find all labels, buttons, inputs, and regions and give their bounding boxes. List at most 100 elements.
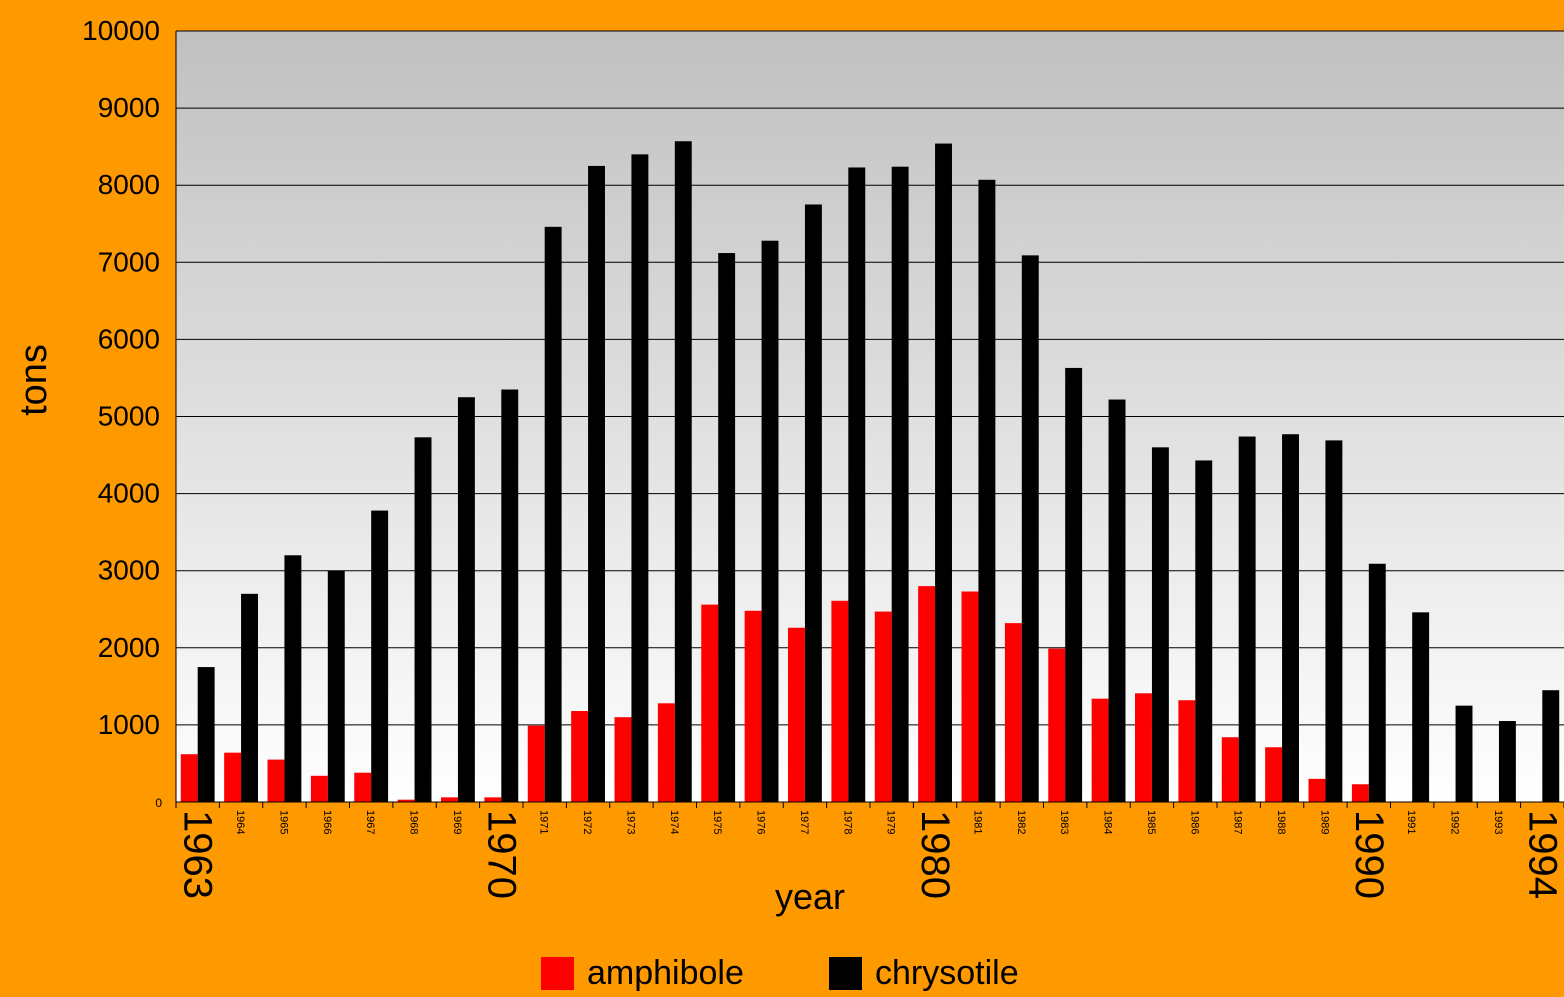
bar-chrysotile-1963 [197, 667, 215, 802]
bar-amphibole-1972 [571, 711, 589, 802]
legend: amphibole chrysotile [541, 954, 1019, 992]
bar-amphibole-1974 [657, 703, 675, 802]
bar-chrysotile-1964 [241, 593, 258, 802]
x-tick-label-1986: 1986 [1188, 810, 1200, 834]
bar-chrysotile-1967 [371, 510, 389, 802]
y-tick-label-0: 0 [155, 796, 162, 810]
x-tick-label-1988: 1988 [1275, 810, 1287, 834]
bar-amphibole-1969 [441, 797, 458, 802]
bar-amphibole-1970 [484, 797, 502, 802]
bar-amphibole-1983 [1048, 648, 1066, 802]
x-tick-label-1992: 1992 [1449, 810, 1461, 834]
y-tick-label-1000: 1000 [98, 709, 160, 740]
bar-amphibole-1975 [701, 604, 719, 802]
x-tick-label-1982: 1982 [1015, 810, 1027, 834]
bar-amphibole-1988 [1265, 747, 1283, 802]
bar-chrysotile-1994 [1542, 690, 1560, 802]
bar-chrysotile-1987 [1238, 436, 1256, 802]
bar-chrysotile-1989 [1325, 440, 1343, 802]
x-tick-label-1973: 1973 [624, 810, 636, 834]
bar-amphibole-1990 [1351, 784, 1369, 802]
bar-chrysotile-1983 [1065, 367, 1083, 802]
x-tick-label-1989: 1989 [1318, 810, 1330, 834]
x-tick-label-1968: 1968 [408, 810, 420, 834]
bar-amphibole-1985 [1135, 693, 1152, 802]
bar-amphibole-1976 [744, 610, 762, 802]
x-tick-label-1993: 1993 [1492, 810, 1504, 834]
bar-chrysotile-1984 [1108, 399, 1126, 802]
bar-amphibole-1965 [267, 759, 285, 802]
y-tick-label-6000: 6000 [98, 323, 160, 354]
bar-chrysotile-1969 [457, 397, 475, 802]
bar-amphibole-1968 [397, 799, 415, 802]
x-tick-label-1987: 1987 [1232, 810, 1244, 834]
x-tick-label-1967: 1967 [364, 810, 376, 834]
x-tick-label-1980: 1980 [913, 810, 957, 899]
bar-chrysotile-1990 [1368, 563, 1386, 802]
bar-amphibole-1981 [961, 591, 979, 802]
bar-chrysotile-1992 [1455, 705, 1473, 803]
bar-amphibole-1971 [527, 725, 545, 802]
y-tick-label-2000: 2000 [98, 632, 160, 663]
x-tick-label-1970: 1970 [479, 810, 523, 899]
bar-chrysotile-1977 [804, 204, 822, 803]
y-tick-label-5000: 5000 [98, 401, 160, 432]
x-tick-label-1974: 1974 [668, 810, 680, 834]
x-tick-label-1981: 1981 [971, 810, 983, 834]
bar-chrysotile-1991 [1412, 612, 1430, 802]
x-tick-label-1965: 1965 [277, 810, 289, 834]
bar-chrysotile-1968 [414, 437, 432, 802]
x-tick-label-1978: 1978 [841, 810, 853, 834]
bar-amphibole-1977 [788, 627, 805, 802]
bar-chrysotile-1975 [718, 253, 736, 803]
y-axis-title: tons [13, 344, 55, 416]
bar-chrysotile-1966 [327, 570, 345, 802]
bar-chrysotile-1965 [284, 555, 302, 802]
x-tick-label-1983: 1983 [1058, 810, 1070, 834]
bar-amphibole-1979 [874, 611, 892, 802]
y-tick-label-10000: 10000 [82, 15, 160, 46]
x-tick-label-1975: 1975 [711, 810, 723, 834]
bar-chrysotile-1971 [544, 226, 562, 802]
bar-amphibole-1984 [1091, 698, 1109, 802]
x-tick-label-1963: 1963 [176, 810, 220, 899]
legend-swatch-amphibole [541, 957, 574, 990]
bar-chrysotile-1988 [1282, 434, 1299, 802]
bar-chrysotile-1982 [1021, 255, 1039, 803]
x-tick-label-1979: 1979 [885, 810, 897, 834]
bar-chrysotile-1980 [935, 143, 952, 802]
x-tick-label-1964: 1964 [234, 810, 246, 834]
x-tick-label-1985: 1985 [1145, 810, 1157, 834]
bar-chrysotile-1970 [501, 389, 519, 802]
bar-amphibole-1967 [354, 772, 372, 802]
bar-amphibole-1964 [224, 752, 242, 802]
bar-chrysotile-1993 [1498, 721, 1516, 802]
bar-amphibole-1966 [310, 775, 328, 802]
bar-amphibole-1963 [180, 754, 198, 802]
x-tick-label-1984: 1984 [1102, 810, 1114, 834]
legend-swatch-chrysotile [829, 957, 862, 990]
bar-chrysotile-1978 [848, 167, 866, 803]
x-axis-title: year [775, 876, 845, 917]
x-tick-label-1969: 1969 [451, 810, 463, 834]
y-tick-label-4000: 4000 [98, 478, 160, 509]
y-tick-label-7000: 7000 [98, 246, 160, 277]
bar-chrysotile-1976 [761, 240, 779, 802]
y-tick-label-3000: 3000 [98, 555, 160, 586]
x-tick-label-1977: 1977 [798, 810, 810, 834]
y-tick-label-8000: 8000 [98, 169, 160, 200]
x-tick-label-1991: 1991 [1405, 810, 1417, 834]
bar-chrysotile-1979 [891, 166, 909, 802]
x-tick-label-1994: 1994 [1520, 810, 1564, 899]
bar-amphibole-1973 [614, 717, 632, 802]
x-tick-label-1971: 1971 [538, 810, 550, 834]
bar-amphibole-1986 [1178, 700, 1196, 802]
bar-amphibole-1980 [918, 586, 936, 802]
x-tick-label-1976: 1976 [755, 810, 767, 834]
bar-amphibole-1987 [1221, 737, 1239, 802]
bar-chrysotile-1985 [1151, 447, 1169, 802]
y-tick-label-9000: 9000 [98, 92, 160, 123]
bar-chrysotile-1974 [674, 141, 692, 802]
